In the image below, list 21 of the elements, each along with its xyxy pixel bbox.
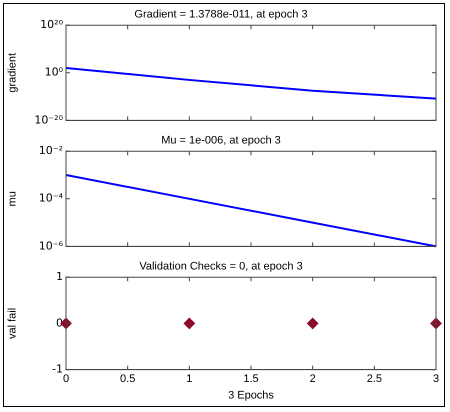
y-tick-label: 1 <box>56 270 63 284</box>
y-tick-label: 10⁻² <box>38 144 63 158</box>
x-tick-label: 2.5 <box>366 373 382 386</box>
y-tick-label: 10²⁰ <box>40 18 64 32</box>
y-tick-label: 10⁻²⁰ <box>34 113 64 126</box>
y-tick-label: -1 <box>52 362 63 376</box>
y-axis-title: val fail <box>6 308 19 339</box>
x-tick-label: 2 <box>310 373 316 386</box>
x-axis-title: 3 Epochs <box>228 389 274 402</box>
y-axis-title: gradient <box>6 52 19 93</box>
y-axis-title: mu <box>6 191 19 206</box>
y-tick-label: 10⁻⁴ <box>38 192 64 205</box>
chart-title: Gradient = 1.3788e-011, at epoch 3 <box>134 8 308 21</box>
chart-title: Mu = 1e-006, at epoch 3 <box>161 134 281 147</box>
x-tick-label: 1.5 <box>243 373 259 386</box>
chart-title: Validation Checks = 0, at epoch 3 <box>139 260 303 273</box>
y-tick-label: 10⁰ <box>44 66 64 79</box>
x-tick-label: 1 <box>186 373 192 386</box>
x-tick-label: 3 <box>432 373 440 386</box>
x-tick-label: 0.5 <box>120 373 136 386</box>
y-tick-label: 10⁻⁶ <box>38 239 64 252</box>
